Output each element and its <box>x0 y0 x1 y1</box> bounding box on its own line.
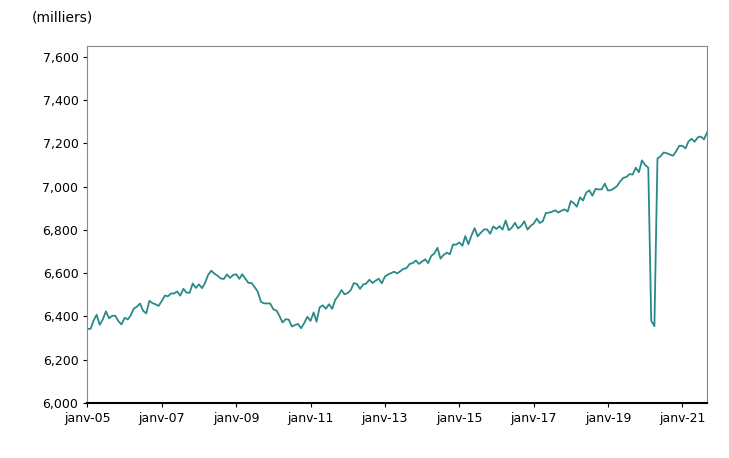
Text: (milliers): (milliers) <box>31 11 93 24</box>
